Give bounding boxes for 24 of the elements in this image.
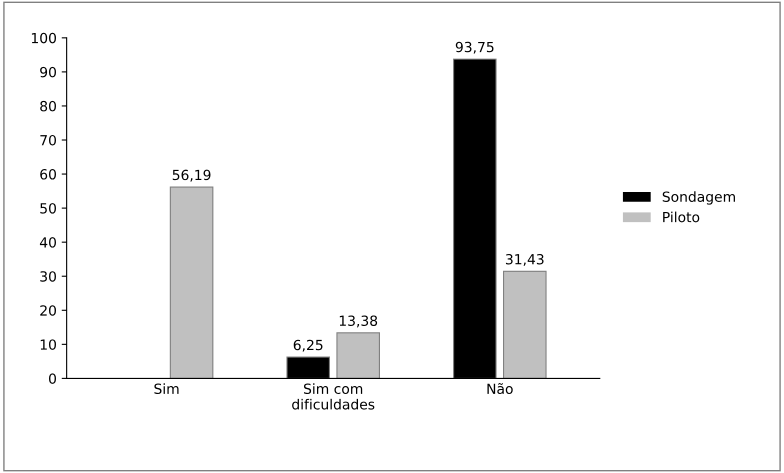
y-tick-label: 80 [40,100,56,112]
data-label: 13,38 [340,315,378,328]
bar [502,270,547,378]
y-tick-label: 0 [48,373,56,384]
y-tick-label: 50 [40,203,56,214]
y-tick-label: 30 [40,271,56,282]
bar [170,186,214,378]
y-tick-label: 40 [40,237,56,248]
y-tick-label: 70 [40,134,56,146]
bar [336,332,380,378]
y-tick-label: 100 [32,32,56,44]
data-label: 31,43 [506,254,544,266]
y-tick-label: 60 [40,169,56,180]
data-label: 56,19 [172,170,210,182]
x-tick-label: Sim [154,383,179,394]
y-tick-label: 90 [40,66,56,78]
legend-label: Sondagem [662,191,735,205]
y-tick-label: 10 [40,339,56,350]
x-tick-label: Não [487,383,513,394]
y-tick-label: 20 [40,305,56,316]
data-label: 93,75 [456,42,494,54]
x-tick-label: Sim com dificuldades [292,383,374,410]
data-label: 6,25 [294,340,322,352]
legend-label: Piloto [663,212,700,222]
